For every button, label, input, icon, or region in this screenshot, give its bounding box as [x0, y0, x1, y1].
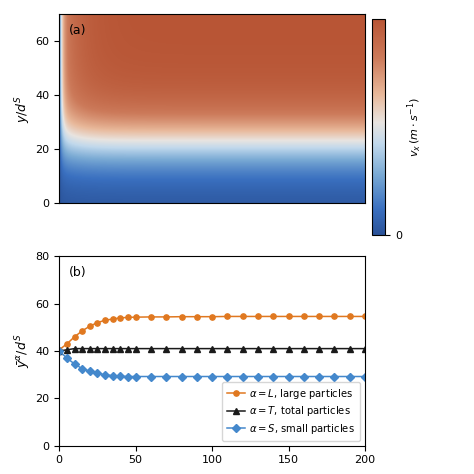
$\alpha = L$, large particles	[87, 323, 93, 329]
$\alpha = S$, small particles	[270, 374, 276, 379]
Y-axis label: $v_x\,(m \cdot s^{-1})$: $v_x\,(m \cdot s^{-1})$	[406, 97, 424, 157]
$\alpha = S$, small particles	[110, 373, 116, 379]
$\alpha = L$, large particles	[255, 314, 261, 319]
$\alpha = S$, small particles	[118, 374, 123, 379]
$\alpha = S$, small particles	[125, 374, 131, 379]
$\alpha = L$, large particles	[270, 314, 276, 319]
$\alpha = T$, total particles	[225, 346, 230, 351]
$\alpha = S$, small particles	[133, 374, 138, 379]
$\alpha = S$, small particles	[164, 374, 169, 379]
$\alpha = L$, large particles	[286, 314, 292, 319]
$\alpha = S$, small particles	[95, 371, 100, 376]
$\alpha = S$, small particles	[301, 374, 307, 379]
$\alpha = S$, small particles	[286, 374, 292, 379]
$\alpha = T$, total particles	[347, 346, 353, 351]
$\alpha = S$, small particles	[79, 366, 85, 372]
$\alpha = L$, large particles	[194, 314, 200, 319]
$\alpha = T$, total particles	[133, 346, 138, 351]
Text: (b): (b)	[68, 266, 86, 279]
Line: $\alpha = S$, small particles: $\alpha = S$, small particles	[56, 348, 368, 379]
$\alpha = T$, total particles	[270, 346, 276, 351]
$\alpha = L$, large particles	[179, 314, 184, 319]
$\alpha = T$, total particles	[316, 346, 322, 351]
$\alpha = S$, small particles	[64, 355, 70, 361]
$\alpha = S$, small particles	[255, 374, 261, 379]
$\alpha = S$, small particles	[210, 374, 215, 379]
$\alpha = S$, small particles	[87, 368, 93, 374]
$\alpha = T$, total particles	[118, 346, 123, 351]
$\alpha = S$, small particles	[148, 374, 154, 379]
$\alpha = S$, small particles	[102, 372, 108, 377]
$\alpha = L$, large particles	[72, 334, 77, 340]
$\alpha = L$, large particles	[79, 328, 85, 334]
$\alpha = T$, total particles	[255, 346, 261, 351]
$\alpha = T$, total particles	[102, 346, 108, 351]
$\alpha = T$, total particles	[332, 346, 337, 351]
$\alpha = S$, small particles	[72, 361, 77, 367]
$\alpha = L$, large particles	[102, 318, 108, 323]
$\alpha = S$, small particles	[225, 374, 230, 379]
$\alpha = T$, total particles	[148, 346, 154, 351]
$\alpha = T$, total particles	[286, 346, 292, 351]
$\alpha = S$, small particles	[56, 348, 62, 354]
Line: $\alpha = L$, large particles: $\alpha = L$, large particles	[56, 314, 368, 353]
Text: (a): (a)	[68, 24, 86, 36]
$\alpha = T$, total particles	[301, 346, 307, 351]
$\alpha = L$, large particles	[332, 314, 337, 319]
$\alpha = L$, large particles	[110, 316, 116, 322]
$\alpha = S$, small particles	[332, 374, 337, 379]
$\alpha = L$, large particles	[301, 314, 307, 319]
$\alpha = L$, large particles	[164, 314, 169, 320]
$\alpha = L$, large particles	[133, 314, 138, 320]
$\alpha = L$, large particles	[95, 320, 100, 326]
$\alpha = T$, total particles	[95, 346, 100, 351]
$\alpha = L$, large particles	[125, 315, 131, 320]
$\alpha = L$, large particles	[362, 314, 368, 319]
$\alpha = T$, total particles	[240, 346, 246, 351]
$\alpha = T$, total particles	[194, 346, 200, 351]
$\alpha = S$, small particles	[179, 374, 184, 379]
$\alpha = L$, large particles	[64, 341, 70, 346]
$\alpha = T$, total particles	[64, 347, 70, 353]
$\alpha = S$, small particles	[240, 374, 246, 379]
$\alpha = S$, small particles	[316, 374, 322, 379]
Legend: $\alpha = L$, large particles, $\alpha = T$, total particles, $\alpha = S$, smal: $\alpha = L$, large particles, $\alpha =…	[222, 382, 360, 440]
$\alpha = L$, large particles	[240, 314, 246, 319]
$\alpha = T$, total particles	[164, 346, 169, 351]
$\alpha = T$, total particles	[210, 346, 215, 351]
Y-axis label: $y/d^S$: $y/d^S$	[13, 95, 33, 123]
$\alpha = T$, total particles	[56, 348, 62, 354]
$\alpha = S$, small particles	[194, 374, 200, 379]
$\alpha = S$, small particles	[362, 374, 368, 379]
Y-axis label: $\bar{y}^\alpha/d^S$: $\bar{y}^\alpha/d^S$	[13, 334, 33, 368]
$\alpha = S$, small particles	[347, 374, 353, 379]
$\alpha = L$, large particles	[347, 314, 353, 319]
$\alpha = L$, large particles	[210, 314, 215, 319]
$\alpha = L$, large particles	[225, 314, 230, 319]
$\alpha = T$, total particles	[125, 346, 131, 351]
$\alpha = T$, total particles	[110, 346, 116, 351]
$\alpha = L$, large particles	[316, 314, 322, 319]
Line: $\alpha = T$, total particles: $\alpha = T$, total particles	[56, 346, 368, 354]
$\alpha = T$, total particles	[179, 346, 184, 351]
$\alpha = T$, total particles	[72, 346, 77, 351]
$\alpha = T$, total particles	[87, 346, 93, 351]
$\alpha = L$, large particles	[118, 315, 123, 321]
$\alpha = T$, total particles	[79, 346, 85, 351]
$\alpha = L$, large particles	[148, 314, 154, 320]
$\alpha = T$, total particles	[362, 346, 368, 351]
$\alpha = L$, large particles	[56, 347, 62, 353]
